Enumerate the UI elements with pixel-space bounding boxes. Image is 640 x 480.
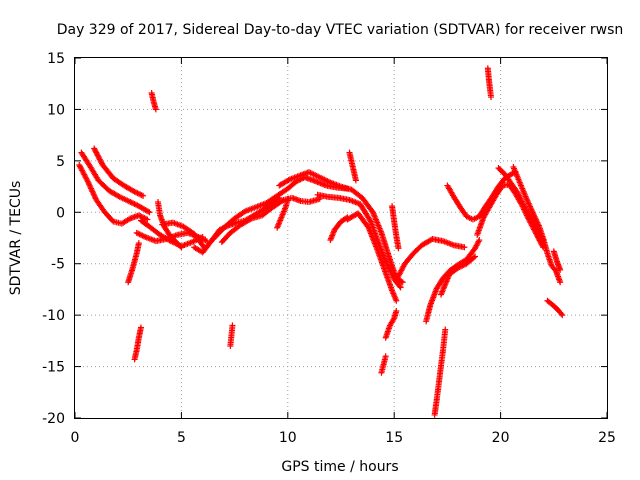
series-arc-16: [274, 195, 291, 231]
data-point: [559, 312, 566, 319]
data-point: [558, 310, 565, 317]
data-point: [397, 284, 404, 291]
x-tick-label: 25: [598, 430, 616, 446]
data-point: [470, 254, 477, 261]
series-arc-24: [393, 236, 468, 284]
series-arc-13: [218, 194, 323, 246]
data-point: [140, 192, 147, 199]
x-tick-label: 5: [177, 430, 186, 446]
data-point: [475, 238, 482, 245]
data-point: [461, 244, 468, 251]
data-point: [84, 177, 91, 184]
data-point: [178, 244, 185, 251]
series-arc-01: [76, 161, 151, 227]
series-arc-06: [137, 217, 206, 250]
data-point: [199, 233, 206, 240]
series-arc-34: [550, 248, 564, 273]
data-point: [366, 217, 373, 224]
data-point: [399, 279, 406, 286]
y-tick-label: 15: [47, 51, 65, 67]
series-arc-08: [148, 89, 159, 113]
axis-ticks: 0 5 10 15 20 25 -20 -15 -10 -5 0 5 10 15: [42, 51, 616, 446]
series-arc-02: [78, 149, 153, 216]
chart-title: Day 329 of 2017, Sidereal Day-to-day VTE…: [57, 22, 624, 38]
data-point: [229, 322, 236, 329]
y-tick-label: -10: [42, 308, 65, 324]
series-arc-18: [344, 210, 400, 304]
series-arc-14: [227, 322, 236, 349]
grid-lines: [75, 58, 607, 418]
data-point: [316, 195, 323, 202]
y-tick-label: 0: [56, 205, 65, 221]
series-arc-17: [314, 191, 404, 291]
data-point: [488, 94, 495, 101]
series-arc-33: [544, 297, 566, 319]
data-point: [396, 283, 403, 290]
data-marks: [76, 65, 566, 418]
series-arc-32: [510, 164, 564, 286]
data-point: [557, 279, 564, 286]
y-tick-label: -5: [51, 257, 65, 273]
series-arc-22: [382, 308, 400, 341]
data-point: [247, 216, 254, 223]
data-point: [398, 278, 405, 285]
data-point: [145, 208, 152, 215]
data-point: [146, 209, 153, 216]
x-tick-label: 15: [385, 430, 403, 446]
x-axis-label: GPS time / hours: [281, 459, 398, 475]
series-arc-26: [431, 326, 449, 418]
data-point: [285, 177, 292, 184]
data-point: [152, 106, 159, 113]
data-point: [344, 214, 351, 221]
data-point: [352, 177, 359, 184]
data-point: [135, 240, 142, 247]
data-point: [393, 308, 400, 315]
series-arc-07: [131, 324, 144, 363]
series-arc-20: [346, 149, 359, 184]
plot-frame: [74, 57, 608, 419]
x-tick-label: 10: [279, 430, 297, 446]
y-tick-label: 5: [56, 154, 65, 170]
x-tick-label: 0: [71, 430, 80, 446]
data-point: [137, 324, 144, 331]
data-point: [382, 353, 389, 360]
data-point: [279, 197, 286, 204]
series-arc-10: [159, 219, 208, 252]
series-arc-27: [438, 253, 479, 298]
series-arc-31: [484, 65, 495, 101]
series-arc-03: [91, 145, 147, 199]
data-point: [393, 297, 400, 304]
series-arc-19: [327, 214, 351, 244]
data-point: [557, 266, 564, 273]
data-point: [472, 253, 479, 260]
data-point: [177, 243, 184, 250]
data-point: [343, 215, 350, 222]
data-point: [144, 216, 151, 223]
series-arc-21: [378, 353, 389, 376]
y-tick-label: -15: [42, 360, 65, 376]
y-tick-label: 10: [47, 102, 65, 118]
series-arc-23: [389, 203, 402, 252]
data-point: [284, 195, 291, 202]
data-point: [476, 237, 483, 244]
series-arc-25: [423, 237, 483, 325]
y-axis-label: SDTVAR / TECUs: [8, 181, 24, 296]
series-arc-04: [125, 240, 142, 286]
y-tick-label: -20: [42, 411, 65, 427]
data-point: [442, 326, 449, 333]
data-point: [395, 245, 402, 252]
x-tick-label: 20: [492, 430, 510, 446]
